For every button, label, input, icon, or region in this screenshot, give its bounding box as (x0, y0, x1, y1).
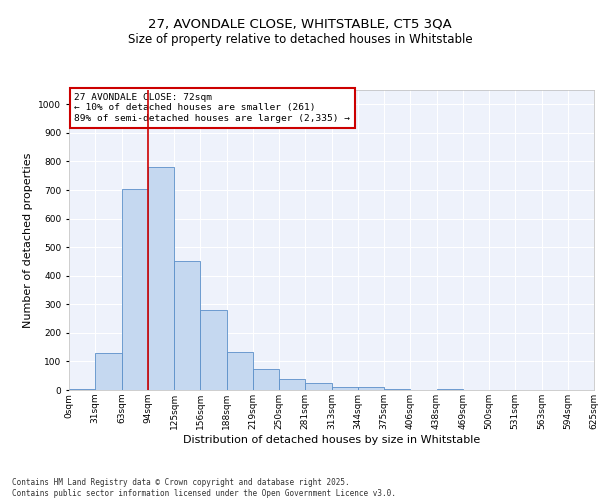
Bar (227, 352, 253, 390)
X-axis label: Distribution of detached houses by size in Whitstable: Distribution of detached houses by size … (183, 434, 480, 444)
Text: Contains HM Land Registry data © Crown copyright and database right 2025.
Contai: Contains HM Land Registry data © Crown c… (12, 478, 396, 498)
Bar (200, 310, 227, 390)
Bar (331, 386, 358, 390)
Bar (121, 189, 148, 390)
Bar (174, 261, 200, 390)
Bar (358, 387, 384, 390)
Bar (253, 370, 279, 390)
Bar (95, 354, 121, 390)
Bar (148, 166, 174, 390)
Bar (437, 388, 463, 390)
Y-axis label: Number of detached properties: Number of detached properties (23, 152, 33, 328)
Bar (69, 388, 95, 390)
Text: 27 AVONDALE CLOSE: 72sqm
← 10% of detached houses are smaller (261)
89% of semi-: 27 AVONDALE CLOSE: 72sqm ← 10% of detach… (74, 93, 350, 123)
Text: Size of property relative to detached houses in Whitstable: Size of property relative to detached ho… (128, 32, 472, 46)
Bar (279, 378, 305, 390)
Text: 27, AVONDALE CLOSE, WHITSTABLE, CT5 3QA: 27, AVONDALE CLOSE, WHITSTABLE, CT5 3QA (148, 18, 452, 30)
Bar (305, 383, 331, 390)
